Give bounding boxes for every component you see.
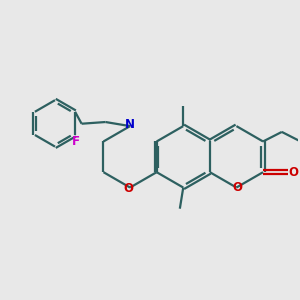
Text: O: O [288, 166, 298, 179]
Text: O: O [233, 182, 243, 194]
Text: O: O [124, 182, 134, 195]
Text: F: F [72, 135, 80, 148]
Text: N: N [125, 118, 135, 131]
